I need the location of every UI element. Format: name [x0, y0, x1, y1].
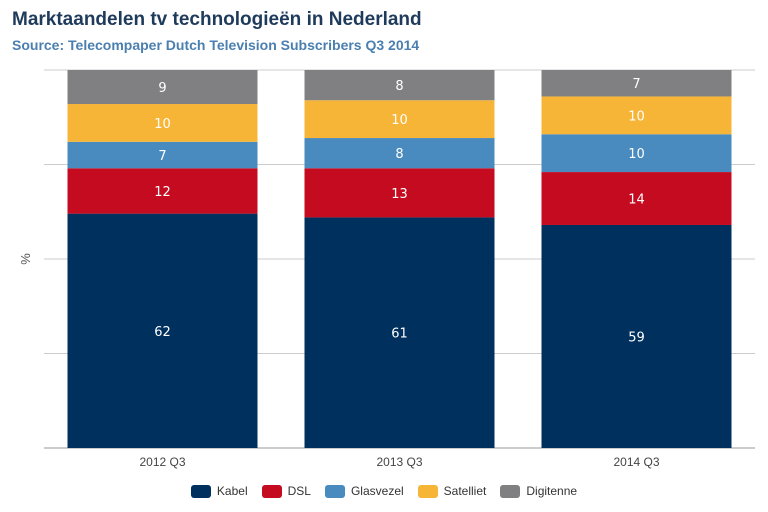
y-axis-label: %: [18, 253, 33, 265]
legend-label: Digitenne: [526, 484, 578, 498]
legend-label: Satelliet: [443, 484, 487, 498]
bar-segment-dsl: [304, 168, 495, 218]
data-label: 13: [391, 187, 408, 202]
bar-segment-glasvezel: [304, 138, 495, 169]
stacked-bar-chart: % 62 12 7 10 9 2012 Q3 61 13 8 10 8 2013 Q3 59 14 10 10 7…: [18, 69, 755, 469]
bar-segment-satelliet: [304, 100, 495, 139]
bar-segment-glasvezel: [541, 134, 732, 173]
bar-segment-glasvezel: [67, 141, 258, 169]
bar-segment-digitenne: [541, 70, 732, 97]
legend-item-digitenne[interactable]: Digitenne: [500, 484, 577, 498]
data-label: 7: [158, 149, 166, 164]
legend-swatch: [500, 484, 521, 498]
data-label: 10: [154, 117, 171, 132]
legend-item-kabel[interactable]: Kabel: [190, 484, 248, 498]
bar-segment-kabel: [541, 224, 732, 448]
bar-segment-dsl: [67, 168, 258, 214]
bar-segment-digitenne: [67, 70, 258, 105]
legend-label: DSL: [287, 484, 311, 498]
data-label: 9: [158, 81, 166, 96]
legend-item-satelliet[interactable]: Satelliet: [417, 484, 487, 498]
legend-swatch: [324, 484, 345, 498]
legend-item-glasvezel[interactable]: Glasvezel: [324, 484, 404, 498]
legend-item-dsl[interactable]: DSL: [261, 484, 311, 498]
data-label: 10: [628, 147, 645, 162]
bar-segment-digitenne: [304, 70, 495, 101]
legend-swatch: [261, 484, 282, 498]
legend-swatch: [417, 484, 438, 498]
bar-segment-kabel: [304, 217, 495, 448]
x-tick-label: 2013 Q3: [376, 455, 422, 469]
bar-segment-satelliet: [67, 104, 258, 142]
data-label: 62: [154, 325, 171, 340]
chart-legend: Kabel DSL Glasvezel Satelliet Digitenne: [0, 484, 768, 498]
data-label: 59: [628, 330, 645, 345]
data-label: 14: [628, 193, 645, 208]
bar-segment-kabel: [67, 213, 258, 448]
legend-label: Kabel: [216, 484, 248, 498]
bar-segment-satelliet: [541, 96, 732, 135]
data-label: 61: [391, 327, 408, 342]
chart-subtitle: Source: Telecompaper Dutch Television Su…: [12, 37, 420, 53]
x-tick-label: 2012 Q3: [139, 455, 185, 469]
data-label: 7: [632, 77, 640, 92]
data-label: 12: [154, 185, 171, 200]
legend-swatch: [190, 484, 211, 498]
x-tick-label: 2014 Q3: [613, 455, 659, 469]
data-label: 10: [628, 109, 645, 124]
data-label: 10: [391, 113, 408, 128]
data-label: 8: [395, 79, 403, 94]
data-label: 8: [395, 147, 403, 162]
chart-title: Marktaandelen tv technologieën in Nederl…: [12, 9, 422, 30]
bar-segment-dsl: [541, 172, 732, 225]
legend-label: Glasvezel: [350, 484, 404, 498]
